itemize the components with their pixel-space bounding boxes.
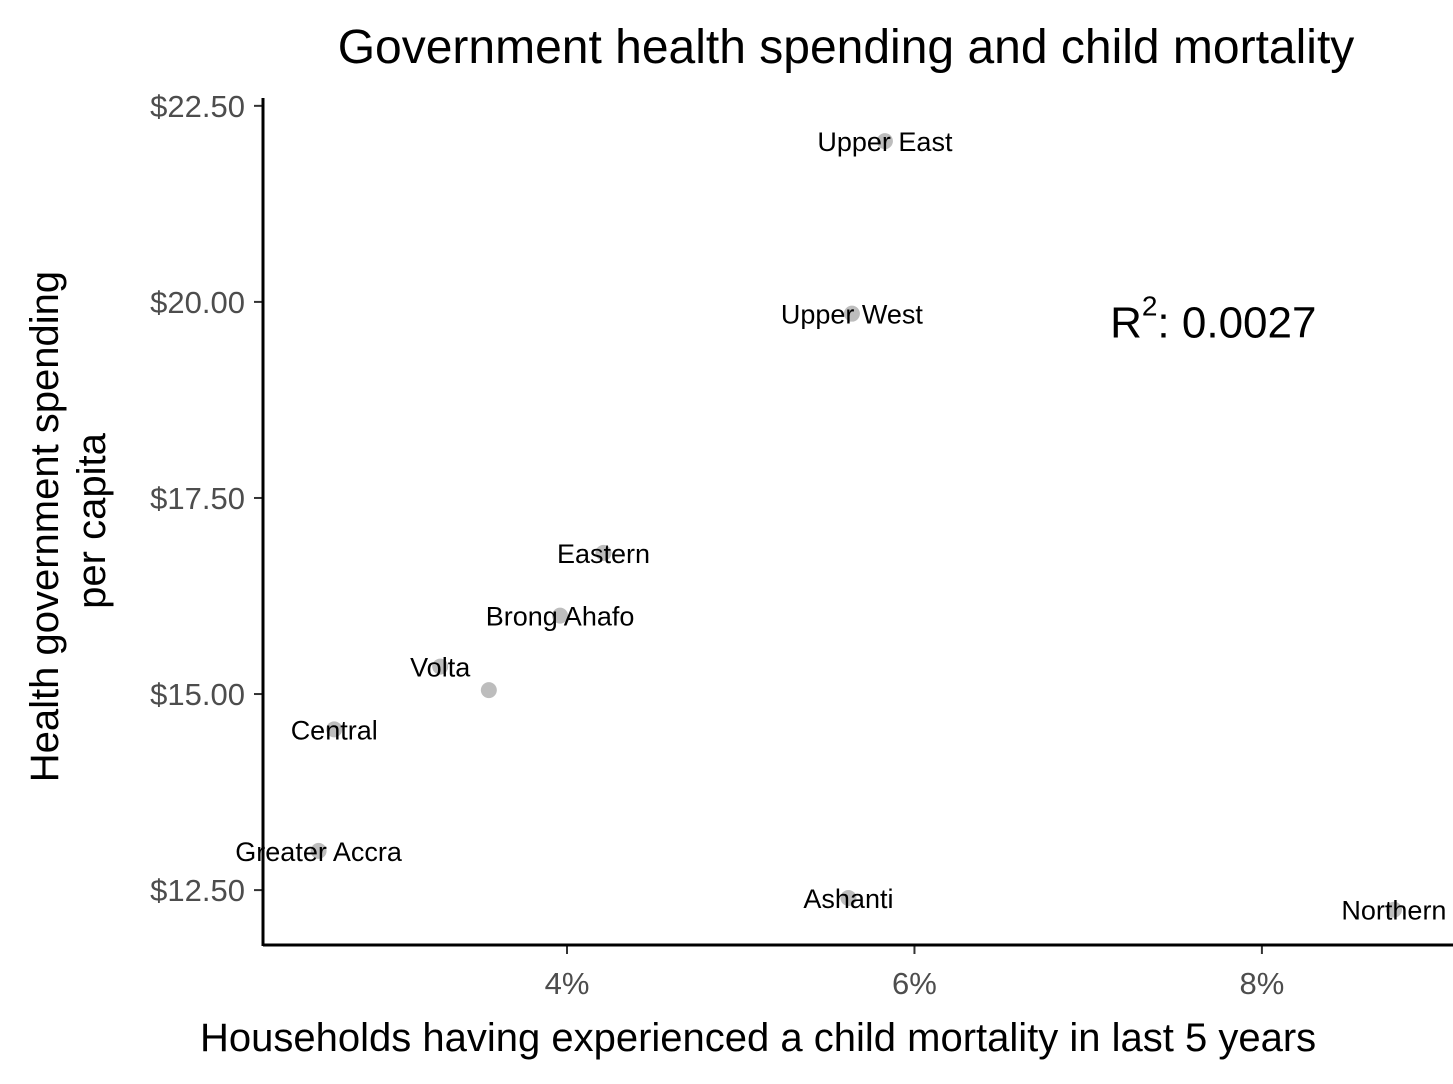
point-label: Volta — [410, 653, 471, 683]
y-tick-label: $22.50 — [150, 89, 245, 124]
data-point — [595, 544, 612, 561]
data-point — [876, 133, 893, 150]
x-axis-ticks: 4% 6% 8% — [545, 945, 1284, 1001]
x-tick-label: 6% — [892, 966, 937, 1001]
point-label: Upper East — [817, 127, 953, 157]
data-point — [552, 607, 569, 624]
point-label: Brong Ahafo — [486, 602, 635, 632]
x-tick-label: 8% — [1239, 966, 1284, 1001]
point-label: Upper West — [781, 300, 924, 330]
data-point — [480, 682, 497, 699]
y-axis-title: Health government spending per capita — [23, 260, 114, 783]
data-point — [326, 721, 343, 738]
y-axis-ticks: $12.50 $15.00 $17.50 $20.00 $22.50 — [150, 89, 263, 908]
x-axis-title: Households having experienced a child mo… — [200, 1016, 1316, 1060]
data-point — [432, 658, 449, 675]
y-tick-label: $12.50 — [150, 873, 245, 908]
r-squared-base: R — [1110, 299, 1142, 348]
y-axis-title-line1: Health government spending — [23, 271, 67, 782]
data-point — [1385, 901, 1402, 918]
y-axis-title-line2: per capita — [70, 432, 114, 608]
data-point — [310, 842, 327, 859]
point-label: Eastern — [557, 539, 650, 569]
x-tick-label: 4% — [545, 966, 590, 1001]
y-tick-label: $20.00 — [150, 285, 245, 320]
point-label: Ashanti — [803, 884, 893, 914]
r-squared-exponent: 2 — [1142, 291, 1158, 322]
point-label: Greater Accra — [235, 837, 403, 867]
data-point — [843, 305, 860, 322]
y-tick-label: $15.00 — [150, 677, 245, 712]
data-point — [840, 889, 857, 906]
chart-title: Government health spending and child mor… — [338, 21, 1355, 74]
r-squared-annotation: R2: 0.0027 — [1110, 291, 1316, 348]
r-squared-value: : 0.0027 — [1157, 299, 1316, 348]
y-tick-label: $17.50 — [150, 481, 245, 516]
point-labels: Upper East Upper West Eastern Brong Ahafo Vo… — [235, 127, 1446, 926]
point-label: Northern — [1341, 896, 1446, 926]
point-label: Central — [291, 715, 378, 745]
data-points — [310, 133, 1402, 918]
